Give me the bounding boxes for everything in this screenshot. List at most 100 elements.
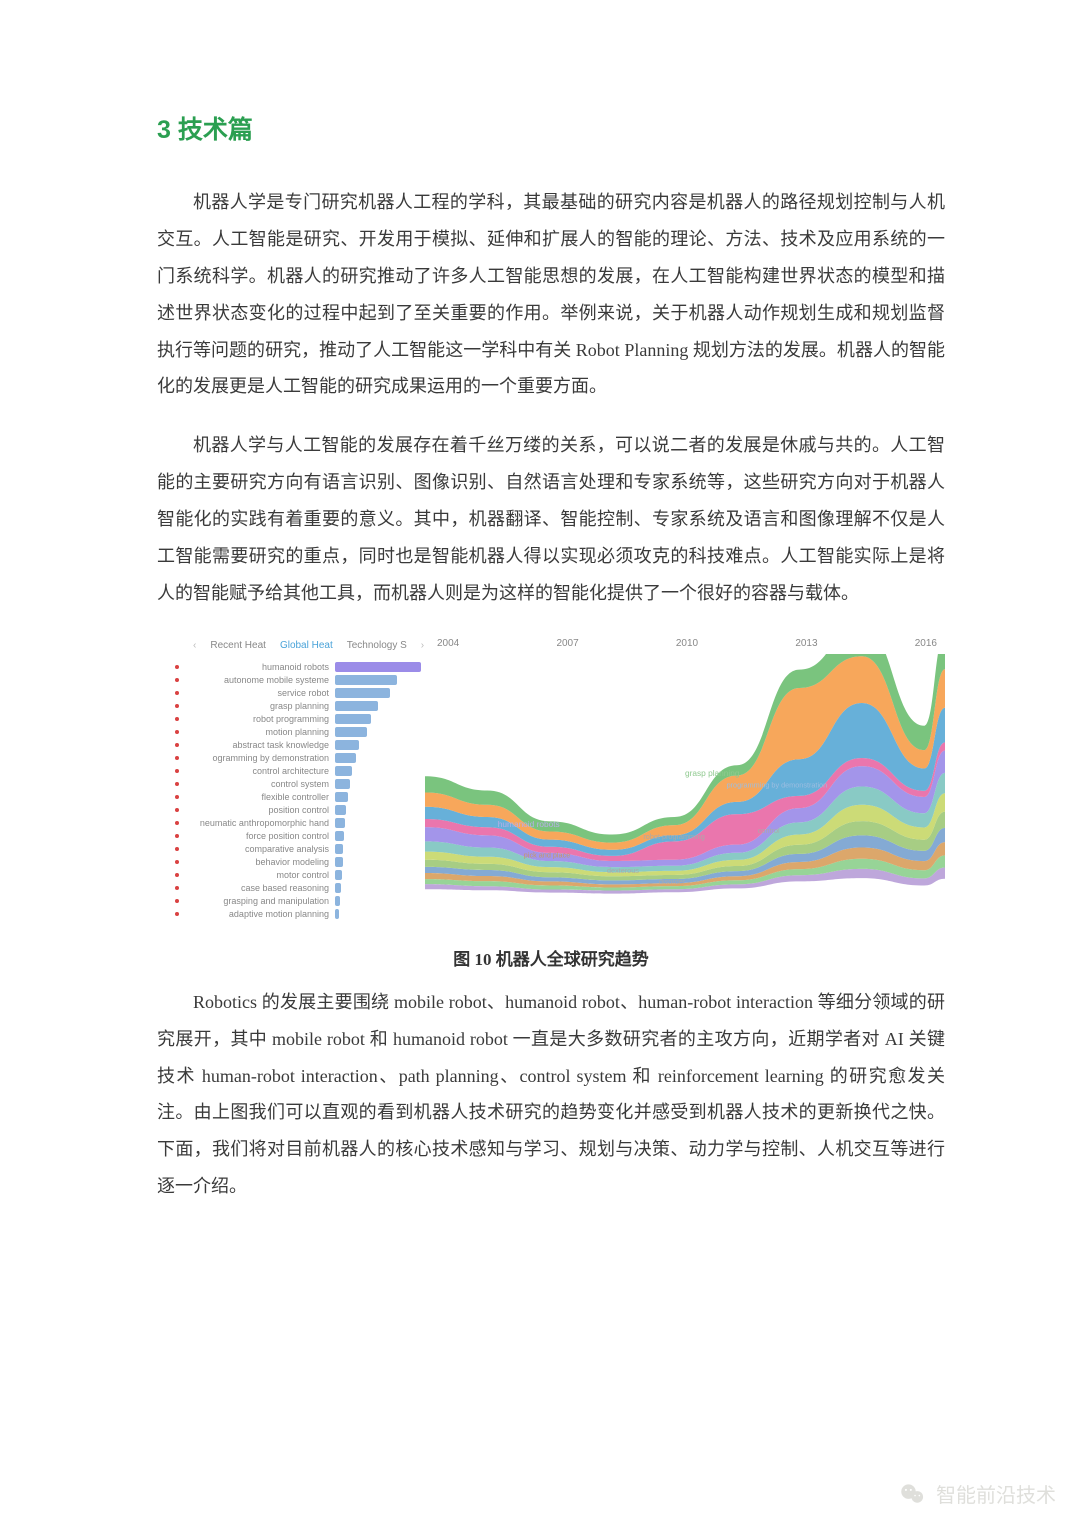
term-row[interactable]: control system — [157, 778, 437, 791]
term-label: neumatic anthropomorphic hand — [179, 818, 335, 828]
chevron-left-icon[interactable]: ‹ — [193, 640, 196, 651]
term-bar-track — [335, 779, 429, 789]
year-tick: 2010 — [676, 638, 698, 649]
term-row[interactable]: comparative analysis — [157, 843, 437, 856]
term-label: control architecture — [179, 766, 335, 776]
term-bar-track — [335, 831, 429, 841]
term-label: motor control — [179, 870, 335, 880]
term-bar-track — [335, 857, 429, 867]
term-row[interactable]: abstract task knowledge — [157, 739, 437, 752]
term-row[interactable]: behavior modeling — [157, 856, 437, 869]
term-row[interactable]: grasping and manipulation — [157, 895, 437, 908]
section-title: 3 技术篇 — [157, 110, 945, 146]
chart-stream-panel: 2004 2007 2010 2013 2016 grasp planning progr… — [437, 634, 945, 939]
year-tick: 2013 — [795, 638, 817, 649]
tab-global-heat[interactable]: Global Heat — [280, 640, 333, 651]
term-row[interactable]: control architecture — [157, 765, 437, 778]
term-bar-track — [335, 818, 429, 828]
term-row[interactable]: adaptive motion planning — [157, 908, 437, 921]
term-bar-track — [335, 792, 429, 802]
term-row[interactable]: service robot — [157, 687, 437, 700]
term-label: position control — [179, 805, 335, 815]
term-label: comparative analysis — [179, 844, 335, 854]
term-bar — [335, 727, 367, 737]
term-bar — [335, 714, 371, 724]
term-label: robot programming — [179, 714, 335, 724]
chevron-right-icon[interactable]: › — [421, 640, 424, 651]
term-label: abstract task knowledge — [179, 740, 335, 750]
term-bar — [335, 805, 346, 815]
term-bar-track — [335, 662, 429, 672]
term-bar-track — [335, 753, 429, 763]
term-bar — [335, 909, 339, 919]
stream-inner-label: disorder — [659, 877, 686, 886]
term-bar-track — [335, 883, 429, 893]
document-page: 3 技术篇 机器人学是专门研究机器人工程的学科，其最基础的研究内容是机器人的路径… — [0, 0, 1080, 1205]
term-row[interactable]: grasp planning — [157, 700, 437, 713]
term-bar — [335, 753, 356, 763]
term-label: motion planning — [179, 727, 335, 737]
stream-inner-label: grasp planning — [685, 769, 740, 778]
paragraph-3: Robotics 的发展主要围绕 mobile robot、humanoid r… — [157, 984, 945, 1205]
term-label: grasp planning — [179, 701, 335, 711]
wechat-icon — [898, 1480, 926, 1508]
term-label: adaptive motion planning — [179, 909, 335, 919]
term-row[interactable]: neumatic anthropomorphic hand — [157, 817, 437, 830]
term-bar — [335, 662, 421, 672]
watermark: 智能前沿技术 — [898, 1479, 1056, 1508]
term-bar-track — [335, 805, 429, 815]
term-row[interactable]: robot programming — [157, 713, 437, 726]
term-row[interactable]: autonome mobile systeme — [157, 674, 437, 687]
term-list: humanoid robots autonome mobile systemese… — [157, 657, 437, 921]
stream-inner-label: dexterous — [607, 866, 639, 875]
year-tick: 2004 — [437, 638, 459, 649]
term-bar-track — [335, 766, 429, 776]
term-bar — [335, 896, 340, 906]
term-bar — [335, 792, 348, 802]
stream-inner-label: pick and place — [524, 850, 570, 859]
chart-term-panel: ‹ Recent Heat Global Heat Technology S ›… — [157, 634, 437, 939]
term-bar-track — [335, 870, 429, 880]
term-label: control system — [179, 779, 335, 789]
term-bar — [335, 766, 352, 776]
term-row[interactable]: motor control — [157, 869, 437, 882]
tab-recent-heat[interactable]: Recent Heat — [210, 640, 266, 651]
term-label: flexible controller — [179, 792, 335, 802]
term-row[interactable]: case based reasoning — [157, 882, 437, 895]
year-tick: 2007 — [556, 638, 578, 649]
stream-inner-label: humanoid robots — [498, 820, 560, 829]
term-bar — [335, 779, 350, 789]
term-bar-track — [335, 701, 429, 711]
term-bar-track — [335, 909, 429, 919]
tab-technology[interactable]: Technology S — [347, 640, 407, 651]
year-tick: 2016 — [915, 638, 937, 649]
term-bar — [335, 831, 344, 841]
term-bar — [335, 740, 359, 750]
chart-tabs: ‹ Recent Heat Global Heat Technology S › — [157, 634, 437, 657]
figure-caption: 图 10 机器人全球研究趋势 — [157, 945, 945, 970]
term-row[interactable]: motion planning — [157, 726, 437, 739]
term-bar — [335, 818, 345, 828]
term-label: ogramming by demonstration — [179, 753, 335, 763]
term-bar-track — [335, 714, 429, 724]
term-row[interactable]: force position control — [157, 830, 437, 843]
research-trend-chart: ‹ Recent Heat Global Heat Technology S ›… — [157, 634, 945, 939]
term-row[interactable]: ogramming by demonstration — [157, 752, 437, 765]
term-row[interactable]: position control — [157, 804, 437, 817]
term-label: case based reasoning — [179, 883, 335, 893]
term-row[interactable]: humanoid robots — [157, 661, 437, 674]
term-bar-track — [335, 844, 429, 854]
streamgraph: grasp planning programming by demonstrati… — [425, 654, 945, 939]
stream-inner-label: programming by demonstration — [727, 780, 828, 789]
term-label: force position control — [179, 831, 335, 841]
term-bar-track — [335, 740, 429, 750]
stream-inner-label: control — [758, 826, 780, 835]
term-bar — [335, 675, 397, 685]
term-bar-track — [335, 688, 429, 698]
term-label: humanoid robots — [179, 662, 335, 672]
term-bar — [335, 688, 390, 698]
term-label: grasping and manipulation — [179, 896, 335, 906]
term-bar — [335, 883, 341, 893]
paragraph-2: 机器人学与人工智能的发展存在着千丝万缕的关系，可以说二者的发展是休戚与共的。人工… — [157, 427, 945, 611]
term-row[interactable]: flexible controller — [157, 791, 437, 804]
